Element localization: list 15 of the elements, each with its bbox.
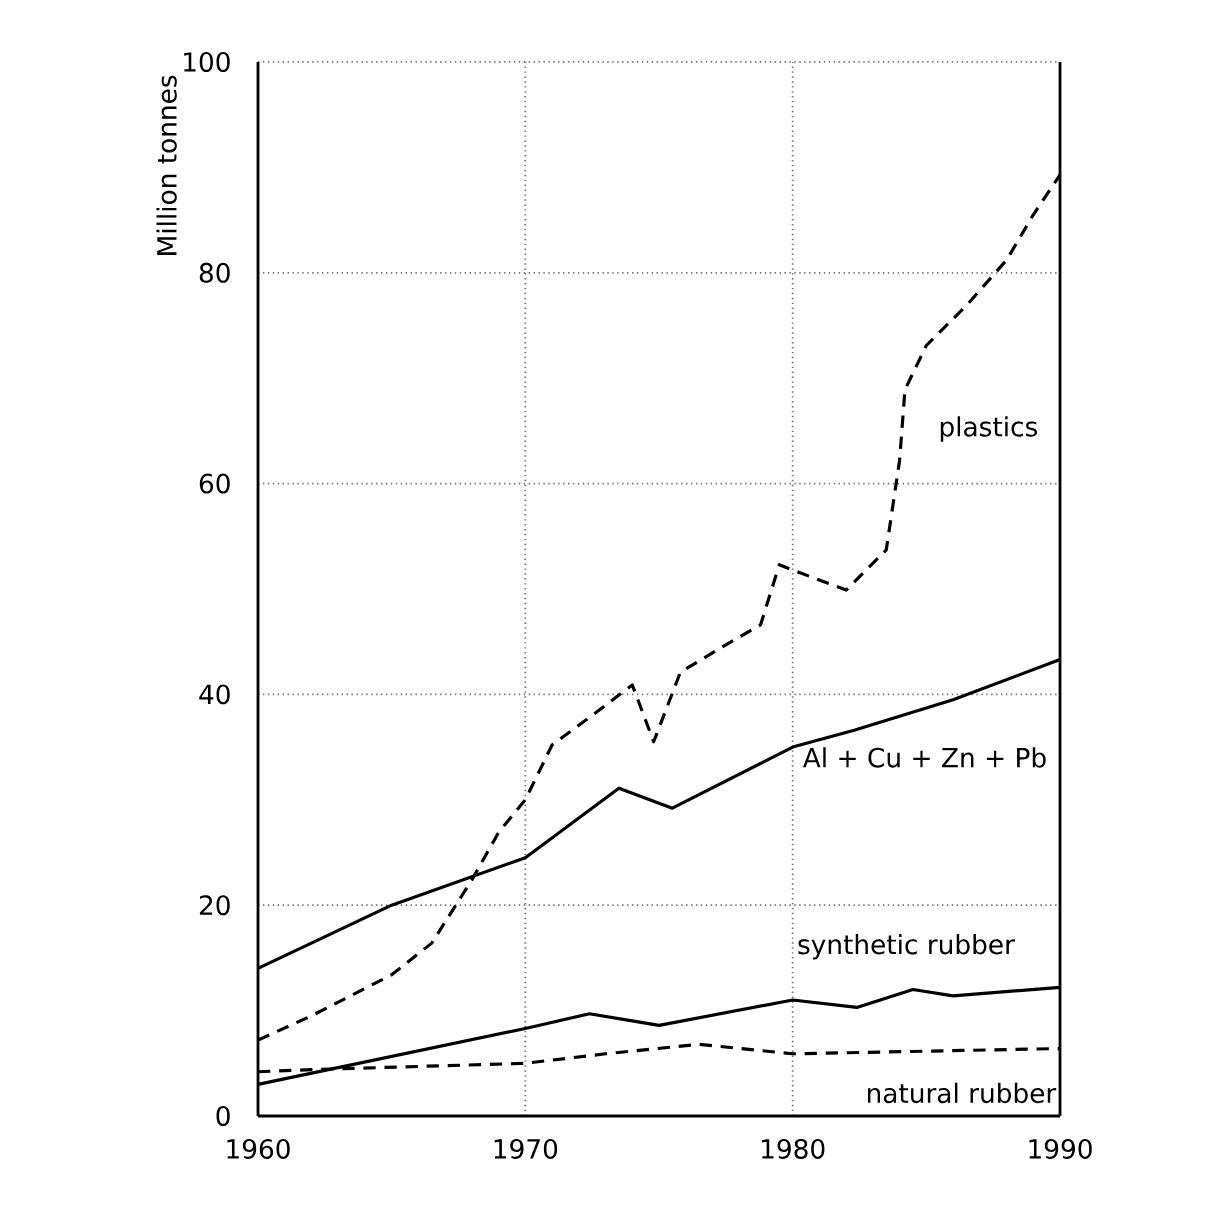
x-tick-label: 1970 — [494, 1138, 558, 1159]
series-label: synthetic rubber — [798, 934, 1015, 960]
y-tick-label: 100 — [184, 52, 230, 72]
series-label: plastics — [940, 416, 1038, 442]
y-tick-label: 80 — [199, 262, 230, 283]
y-tick-label: 20 — [199, 895, 230, 916]
y-tick-label: 60 — [199, 473, 230, 494]
series-label: Al + Cu + Zn + Pb — [802, 747, 1046, 768]
y-tick-label: 0 — [216, 1106, 230, 1126]
x-tick-label: 1990 — [1029, 1138, 1092, 1159]
x-tick-label: 1960 — [227, 1138, 290, 1159]
y-axis-title: Million tonnes — [156, 75, 177, 255]
series-label: natural rubber — [867, 1082, 1057, 1104]
y-tick-label: 40 — [199, 684, 230, 705]
x-tick-label: 1980 — [762, 1138, 825, 1159]
